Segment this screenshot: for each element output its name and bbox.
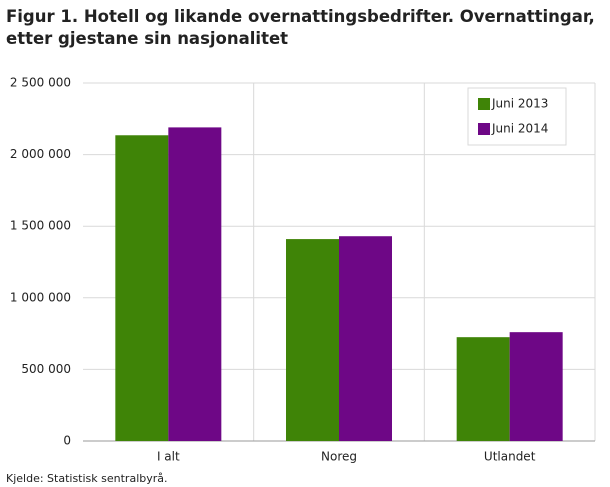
y-tick-label: 2 000 000 xyxy=(10,147,71,161)
legend-label: Juni 2013 xyxy=(491,97,548,111)
bar xyxy=(339,236,392,441)
y-tick-label: 2 500 000 xyxy=(10,76,71,90)
x-tick-label: Noreg xyxy=(321,450,357,464)
y-tick-label: 1 000 000 xyxy=(10,290,71,304)
chart-title: Figur 1. Hotell og likande overnattingsb… xyxy=(6,7,595,48)
x-tick-label: Utlandet xyxy=(484,450,536,464)
y-tick-label: 1 500 000 xyxy=(10,219,71,233)
x-tick-label: I alt xyxy=(157,450,180,464)
bar xyxy=(456,337,510,441)
legend-box xyxy=(467,87,567,146)
legend-swatch xyxy=(478,123,490,135)
legend-label: Juni 2014 xyxy=(491,122,548,136)
bar xyxy=(286,239,339,441)
y-tick-label: 0 xyxy=(63,434,71,448)
bar xyxy=(509,332,563,441)
legend-swatch xyxy=(478,98,490,110)
y-tick-label: 500 000 xyxy=(21,362,71,376)
bar xyxy=(168,127,222,441)
source: Kjelde: Statistisk sentralbyrå. xyxy=(6,472,168,485)
bar xyxy=(115,135,169,441)
